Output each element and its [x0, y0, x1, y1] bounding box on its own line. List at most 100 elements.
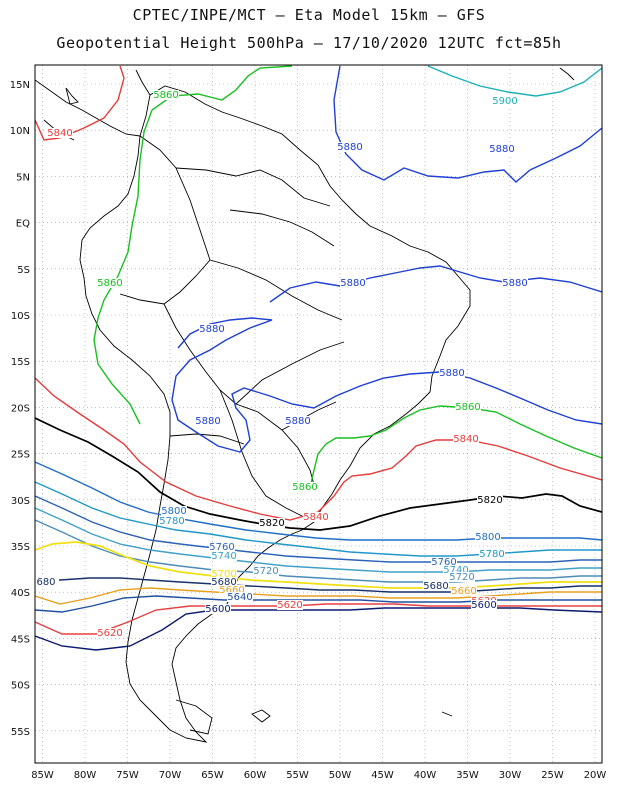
contour-5900: [427, 65, 602, 97]
lat-lon-grid: [35, 65, 602, 763]
contour-label: 5860: [292, 482, 317, 493]
lat-tick-label: 10N: [10, 126, 30, 137]
contour-label-bg: [489, 144, 515, 154]
lon-tick-label: 85W: [31, 770, 54, 781]
contour-label: 5880: [489, 144, 514, 155]
contour-labels: 5900 5880 5880 5880 5880 5880 5880 5880 5880 5860…: [33, 90, 528, 639]
contour-label: 5880: [195, 416, 220, 427]
contour-label: 5900: [492, 96, 517, 107]
contour-label-bg: [195, 416, 221, 426]
contour-label: 5660: [219, 585, 244, 596]
contour-label: 5820: [259, 518, 284, 529]
contour-label: 5720: [253, 566, 278, 577]
contour-label-bg: [475, 532, 501, 542]
contour-label: 5680: [423, 581, 448, 592]
contour-label-bg: [449, 572, 475, 582]
lat-tick-label: 15N: [10, 80, 30, 91]
contour-label: 5740: [443, 565, 468, 576]
contour-label: 5700: [211, 569, 236, 580]
contour-label: 5860: [153, 90, 178, 101]
lon-tick-label: 30W: [499, 770, 522, 781]
contour-label-bg: [47, 128, 73, 138]
lon-tick-label: 25W: [541, 770, 564, 781]
lon-tick-label: 40W: [414, 770, 437, 781]
lat-tick-label: 25S: [11, 450, 30, 461]
contour-label: 5880: [340, 278, 365, 289]
contour-5700: [35, 541, 602, 589]
contour-label: 5860: [455, 402, 480, 413]
lon-tick-label: 75W: [116, 770, 139, 781]
contour-label-bg: [153, 90, 179, 100]
contour-label-bg: [199, 324, 225, 334]
lon-tick-label: 70W: [159, 770, 182, 781]
contour-label-bg: [477, 495, 503, 505]
contour-label-bg: [253, 566, 279, 576]
height-contours: [35, 65, 602, 651]
contour-5640: [35, 595, 602, 613]
contour-label: 5840: [453, 434, 478, 445]
contour-5800: [35, 461, 602, 541]
contour-5720: [35, 519, 602, 583]
contour-5660: [35, 587, 602, 605]
contour-label-bg: [97, 278, 123, 288]
contour-label-bg: [502, 278, 528, 288]
contour-label: 680: [36, 577, 55, 588]
contour-label-bg: [292, 482, 318, 492]
contour-label: 5680: [211, 577, 236, 588]
contour-5840: [35, 65, 602, 521]
contour-label: 5780: [479, 549, 504, 560]
lat-tick-label: 40S: [11, 588, 30, 599]
contour-label-bg: [443, 565, 469, 575]
latitude-ticks: 15N 10N 5N EQ 5S 10S 15S 20S 25S 30S 35S 40S 45S 50S 5…: [10, 80, 30, 738]
contour-label-bg: [205, 604, 231, 614]
contour-label-bg: [340, 278, 366, 288]
lat-tick-label: 15S: [11, 357, 30, 368]
lon-tick-label: 45W: [371, 770, 394, 781]
contour-label: 5740: [211, 551, 236, 562]
lon-tick-label: 55W: [286, 770, 309, 781]
contour-label-bg: [159, 516, 185, 526]
lat-tick-label: EQ: [16, 219, 30, 230]
contour-label-bg: [259, 518, 285, 528]
map-subtitle: Geopotential Height 500hPa – 17/10/2020 …: [56, 34, 562, 52]
contour-label: 5620: [97, 628, 122, 639]
contour-label-bg: [227, 592, 253, 602]
contour-label-bg: [211, 569, 237, 579]
contour-label-bg: [337, 142, 363, 152]
contour-label-bg: [479, 549, 505, 559]
contour-label: 5840: [303, 512, 328, 523]
lat-tick-label: 35S: [11, 542, 30, 553]
lon-tick-label: 35W: [456, 770, 479, 781]
contour-label-bg: [303, 512, 329, 522]
contour-label: 5760: [431, 557, 456, 568]
contour-5780: [35, 481, 602, 557]
contour-label: 5600: [205, 604, 230, 615]
contour-label: 5800: [161, 506, 186, 517]
lat-tick-label: 45S: [11, 634, 30, 645]
contour-5620: [35, 603, 602, 635]
contour-5740: [35, 507, 602, 573]
lat-tick-label: 30S: [11, 496, 30, 507]
contour-label: 5760: [209, 542, 234, 553]
contour-label: 5840: [47, 128, 72, 139]
contour-label: 5720: [449, 572, 474, 583]
lat-tick-label: 55S: [11, 727, 30, 738]
contour-label-bg: [423, 581, 449, 591]
contour-5820: [35, 417, 602, 531]
contour-label-bg: [285, 416, 311, 426]
contour-label: 5860: [97, 278, 122, 289]
contour-label-bg: [219, 585, 245, 595]
contour-label-bg: [492, 96, 518, 106]
map-frame: [34, 64, 603, 764]
contour-label-bg: [439, 368, 465, 378]
contour-label: 5600: [471, 600, 496, 611]
lat-tick-label: 50S: [11, 681, 30, 692]
lat-tick-label: 10S: [11, 311, 30, 322]
contour-5880-north: [333, 65, 602, 183]
contour-label-bg: [211, 577, 237, 587]
lon-tick-label: 65W: [201, 770, 224, 781]
contour-label-bg: [431, 557, 457, 567]
contour-label-bg: [455, 402, 481, 412]
contour-label: 5620: [277, 600, 302, 611]
